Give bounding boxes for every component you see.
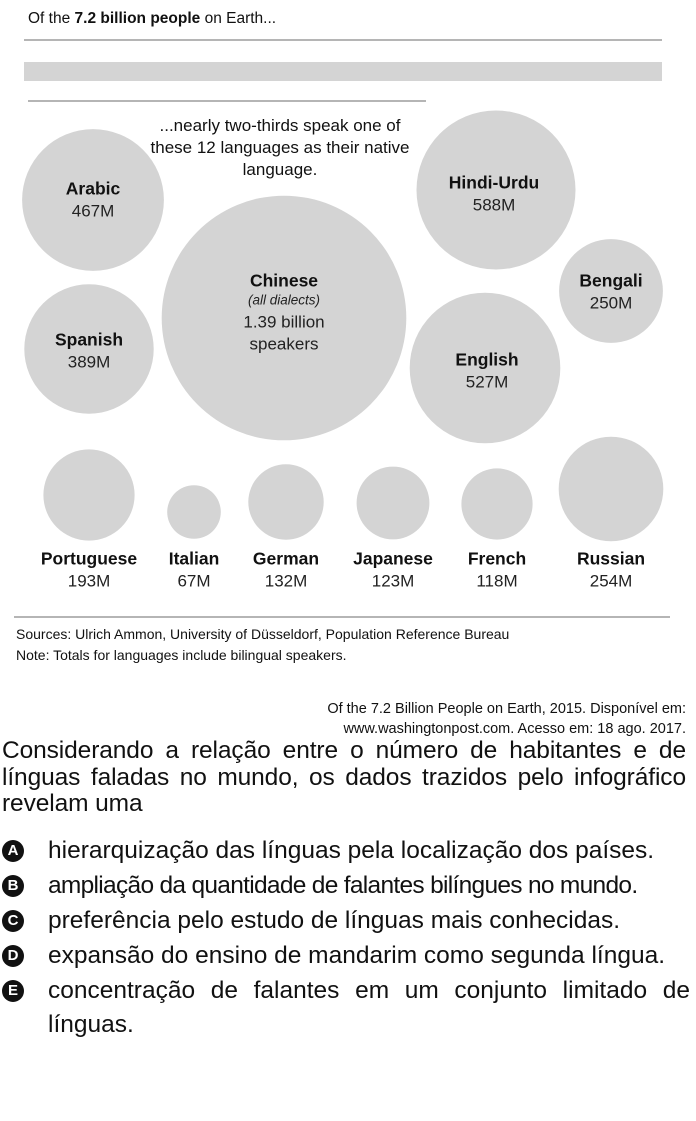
option-b[interactable]: B ampliação da quantidade de falantes bi… bbox=[0, 869, 690, 903]
option-c-text: preferência pelo estudo de línguas mais … bbox=[48, 907, 621, 934]
sources-line: Sources: Ulrich Ammon, University of Düs… bbox=[16, 626, 510, 642]
question-text: Considerando a relação entre o número de… bbox=[2, 737, 686, 817]
sources-block: Sources: Ulrich Ammon, University of Düs… bbox=[16, 624, 509, 666]
note-line: Note: Totals for languages include bilin… bbox=[16, 647, 347, 663]
bubble-russian bbox=[558, 436, 664, 542]
credit-block: Of the 7.2 Billion People on Earth, 2015… bbox=[327, 699, 686, 739]
header-band bbox=[24, 62, 662, 81]
bubble-value-italian: 67M bbox=[177, 571, 210, 590]
option-a-text: hierarquização das línguas pela localiza… bbox=[48, 837, 655, 864]
bubble-label-hindi-urdu: Hindi-Urdu bbox=[449, 173, 539, 193]
bubble-hindi-urdu bbox=[416, 110, 576, 270]
credit-line-2: www.washingtonpost.com. Acesso em: 18 ag… bbox=[343, 721, 686, 737]
bubble-label-bengali: Bengali bbox=[579, 271, 642, 291]
bubble-label-italian: Italian bbox=[169, 549, 220, 569]
bubble-portuguese bbox=[43, 449, 135, 541]
bubble-label-spanish: Spanish bbox=[55, 330, 123, 350]
bubble-value-chinese: 1.39 billion bbox=[243, 312, 324, 331]
bubble-label-japanese: Japanese bbox=[353, 549, 433, 569]
bubble-label-english: English bbox=[455, 350, 518, 370]
bubble-chart: Chinese (all dialects) 1.39 billion speaker… bbox=[22, 110, 664, 590]
bubble-value-japanese: 123M bbox=[372, 571, 415, 590]
option-a-badge: A bbox=[2, 840, 24, 862]
bubble-value-hindi-urdu: 588M bbox=[473, 195, 516, 214]
bubble-value-french: 118M bbox=[476, 571, 517, 590]
bubble-label-portuguese: Portuguese bbox=[41, 549, 138, 569]
bubble-label-french: French bbox=[468, 549, 526, 569]
option-b-badge: B bbox=[2, 875, 24, 897]
bubble-japanese bbox=[356, 466, 430, 540]
option-e[interactable]: E concentração de falantes em um conjunt… bbox=[0, 974, 690, 1042]
option-a[interactable]: A hierarquização das línguas pela locali… bbox=[0, 834, 690, 868]
chart-bottom-rule bbox=[14, 616, 670, 618]
bubble-sublabel-chinese: (all dialects) bbox=[248, 293, 320, 308]
bubble-bengali bbox=[559, 239, 663, 343]
intro-rule bbox=[28, 100, 426, 102]
option-c[interactable]: C preferência pelo estudo de línguas mai… bbox=[0, 904, 690, 938]
chart-title: Of the 7.2 billion people on Earth... bbox=[28, 10, 277, 27]
option-e-text: concentração de falantes em um conjunto … bbox=[48, 977, 690, 1038]
bubble-german bbox=[248, 464, 324, 540]
bubble-arabic bbox=[22, 129, 164, 271]
bubble-value-arabic: 467M bbox=[72, 201, 115, 220]
option-e-badge: E bbox=[2, 980, 24, 1002]
option-d-text: expansão do ensino de mandarim como segu… bbox=[48, 942, 665, 969]
bubble-italian bbox=[167, 485, 221, 539]
option-b-text: ampliação da quantidade de falantes bilí… bbox=[48, 872, 638, 899]
bubble-french bbox=[461, 468, 533, 540]
intro-text: ...nearly two-thirds speak one of these … bbox=[150, 116, 410, 179]
bubble-english bbox=[409, 292, 561, 444]
option-d-badge: D bbox=[2, 945, 24, 967]
bubble-value-portuguese: 193M bbox=[68, 571, 111, 590]
credit-line-1: Of the 7.2 Billion People on Earth, 2015… bbox=[327, 701, 686, 717]
option-d[interactable]: D expansão do ensino de mandarim como se… bbox=[0, 939, 690, 973]
bubble-value-german: 132M bbox=[265, 571, 308, 590]
title-rule bbox=[24, 39, 662, 41]
bubble-label-german: German bbox=[253, 549, 319, 569]
bubble-value2-chinese: speakers bbox=[250, 334, 319, 353]
answer-options: A hierarquização das línguas pela locali… bbox=[0, 834, 690, 1043]
bubble-label-arabic: Arabic bbox=[66, 179, 121, 199]
bubble-value-bengali: 250M bbox=[590, 293, 633, 312]
bubble-label-chinese: Chinese bbox=[250, 271, 318, 291]
bubble-chinese bbox=[161, 195, 407, 441]
option-c-badge: C bbox=[2, 910, 24, 932]
bubble-value-russian: 254M bbox=[590, 571, 633, 590]
bubble-value-spanish: 389M bbox=[68, 352, 111, 371]
bubble-spanish bbox=[24, 284, 154, 414]
bubble-value-english: 527M bbox=[466, 372, 509, 391]
bubble-label-russian: Russian bbox=[577, 549, 645, 569]
